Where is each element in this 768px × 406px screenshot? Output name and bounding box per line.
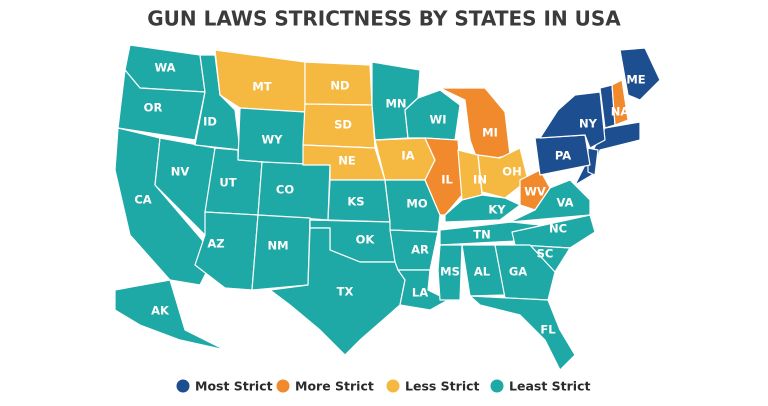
state-label: MI xyxy=(482,126,498,140)
state-label: WA xyxy=(154,61,175,75)
state-label: NE xyxy=(338,154,356,168)
states xyxy=(114,44,661,371)
state-label: MO xyxy=(406,197,427,211)
state-label: TX xyxy=(337,285,354,299)
state-label: LA xyxy=(412,286,428,300)
legend-swatch xyxy=(176,379,190,393)
legend-swatch xyxy=(386,379,400,393)
state-label: AK xyxy=(151,304,170,318)
state-shape xyxy=(611,79,629,126)
northeast-region xyxy=(574,84,641,186)
state-label: OR xyxy=(144,101,163,115)
state-label: NA xyxy=(611,105,630,119)
state-label: TN xyxy=(473,228,490,242)
state-label: MT xyxy=(252,80,271,94)
state-label: CO xyxy=(276,183,294,197)
state-shape xyxy=(251,214,311,291)
state-labels: WA OR CA NV ID MT WY UT CO AZ NM ND SD NE KS OK TX MN IA MO… xyxy=(134,61,645,337)
state-label: NV xyxy=(171,165,190,179)
state-label: UT xyxy=(219,176,236,190)
state-label: OK xyxy=(356,233,376,247)
legend-swatch xyxy=(490,379,504,393)
state-label: AZ xyxy=(207,237,224,251)
legend-label: Less Strict xyxy=(405,379,480,394)
state-label: ND xyxy=(330,79,349,93)
state-shape xyxy=(539,91,606,149)
state-label: ME xyxy=(626,73,645,87)
legend-swatch xyxy=(276,379,290,393)
state-label: FL xyxy=(540,323,556,337)
state-label: IA xyxy=(401,149,414,163)
state-label: KY xyxy=(488,203,506,217)
state-shape xyxy=(511,214,596,249)
legend-label: More Strict xyxy=(295,379,374,394)
state-label: MN xyxy=(385,97,406,111)
legend-label: Most Strict xyxy=(195,379,273,394)
state-shape xyxy=(619,47,661,101)
state-label: WI xyxy=(430,113,447,127)
state-label: SC xyxy=(537,247,554,261)
state-label: AL xyxy=(474,265,491,279)
state-label: NM xyxy=(267,239,288,253)
state-shape xyxy=(494,244,556,301)
state-shape xyxy=(437,244,463,301)
state-label: WV xyxy=(524,185,546,199)
state-label: IL xyxy=(441,173,453,187)
state-label: PA xyxy=(555,149,571,163)
state-label: SD xyxy=(334,118,352,132)
state-shape xyxy=(194,211,259,291)
state-label: GA xyxy=(509,265,527,279)
state-label: WY xyxy=(261,133,283,147)
state-shape xyxy=(114,279,226,351)
state-shape xyxy=(444,194,521,223)
state-label: MS xyxy=(440,265,460,279)
state-label: VA xyxy=(556,196,573,210)
state-shape xyxy=(469,295,576,371)
state-label: AR xyxy=(411,243,429,257)
state-label: NC xyxy=(549,222,567,236)
state-label: IN xyxy=(473,173,487,187)
state-shape xyxy=(269,227,406,356)
state-label: ID xyxy=(203,115,217,129)
state-label: CA xyxy=(134,193,151,207)
state-shape xyxy=(424,137,463,216)
legend-label: Least Strict xyxy=(509,379,590,394)
state-label: NY xyxy=(579,117,598,131)
legend: Most Strict More Strict Less Strict Least S… xyxy=(176,379,590,394)
state-shape xyxy=(397,269,449,311)
title: GUN LAWS STRICTNESS BY STATES IN USA xyxy=(147,7,621,31)
state-label: OH xyxy=(502,165,521,179)
state-label: KS xyxy=(347,195,364,209)
